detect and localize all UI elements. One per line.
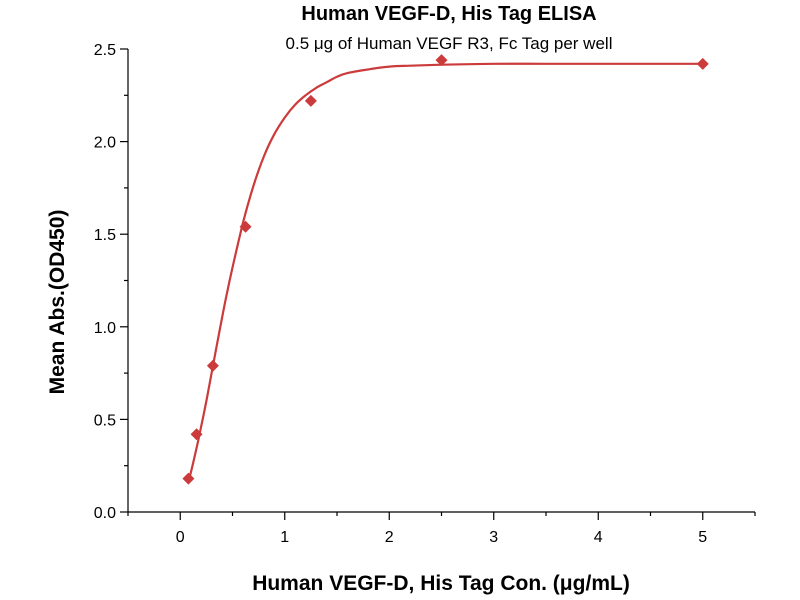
x-tick-label: 0 — [176, 529, 185, 546]
data-point — [190, 428, 203, 441]
x-axis-label: Human VEGF-D, His Tag Con. (μg/mL) — [252, 572, 630, 595]
y-tick-label: 0.5 — [94, 412, 116, 429]
data-point — [206, 359, 219, 372]
y-tick-label: 2.0 — [94, 135, 116, 152]
axes — [127, 49, 755, 513]
fit-curve-group — [187, 62, 703, 483]
data-point — [696, 57, 709, 70]
x-tick-label: 4 — [594, 529, 603, 546]
y-tick-label: 0.0 — [94, 505, 116, 522]
data-point — [239, 220, 252, 233]
x-tick-label: 3 — [489, 529, 498, 546]
data-point — [182, 472, 195, 485]
chart-subtitle: 0.5 μg of Human VEGF R3, Fc Tag per well — [286, 34, 613, 53]
y-tick-label: 1.5 — [94, 227, 116, 244]
y-axis-label: Mean Abs.(OD450) — [46, 210, 69, 395]
fit-curve-line — [187, 62, 703, 483]
data-points — [182, 54, 709, 485]
x-tick-label: 2 — [385, 529, 394, 546]
x-tick-label: 5 — [698, 529, 707, 546]
y-tick-label: 1.0 — [94, 320, 116, 337]
x-axis-ticks: 0 1 2 3 4 5 — [127, 512, 756, 546]
x-tick-label: 1 — [280, 529, 289, 546]
chart-title: Human VEGF-D, His Tag ELISA — [301, 3, 596, 25]
y-tick-label: 2.5 — [94, 42, 116, 59]
data-point — [435, 54, 448, 67]
data-point — [304, 94, 317, 107]
y-axis-ticks: 0.0 0.5 1.0 1.5 2.0 2.5 — [94, 42, 128, 522]
